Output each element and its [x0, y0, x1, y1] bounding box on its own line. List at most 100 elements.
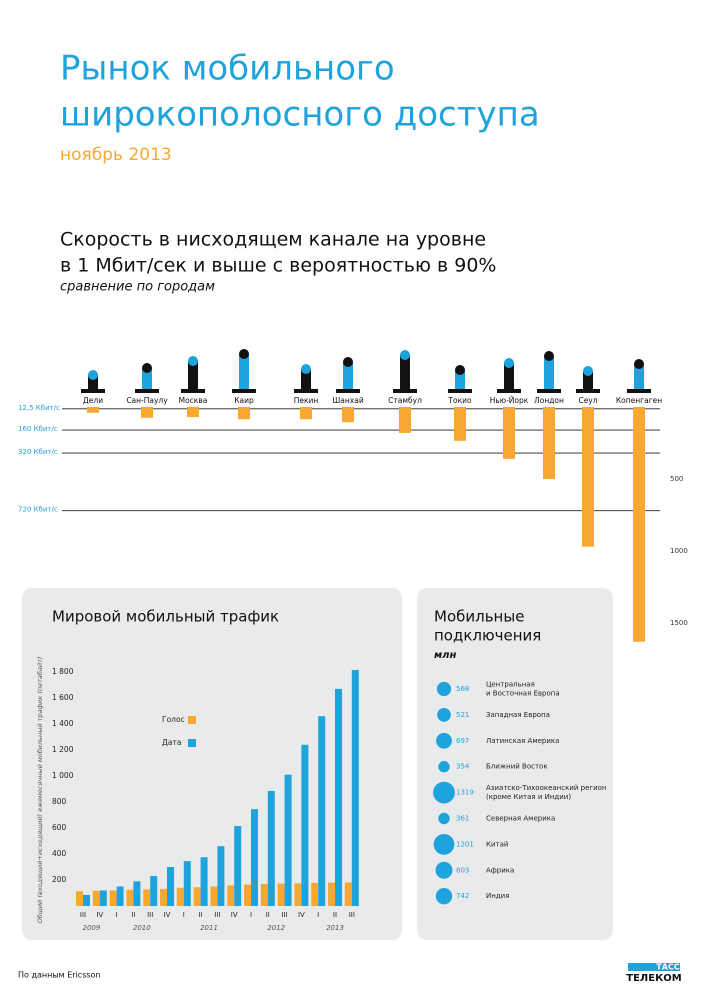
date: ноябрь 2013: [60, 145, 172, 165]
bubble: [435, 888, 453, 905]
year-label: 2009: [82, 924, 100, 932]
category-label: Нью-Йорк: [490, 396, 529, 405]
bar: [76, 891, 83, 906]
bar: [342, 407, 354, 423]
bar: [141, 407, 153, 418]
x-tick-label: II: [266, 911, 270, 919]
landmark-icon: [455, 365, 465, 375]
landmark-icon: [343, 362, 353, 389]
bubble: [437, 708, 451, 722]
landmark-icon: [181, 389, 205, 393]
value-label: 742: [456, 892, 469, 900]
bar: [454, 407, 466, 441]
x-tick-label: IV: [96, 911, 103, 919]
x-tick-label: IV: [231, 911, 238, 919]
landmark-icon: [455, 370, 465, 389]
landmark-icon: [142, 363, 152, 373]
category-label: Сан-Паулу: [126, 396, 168, 405]
category-label: Ближний Восток: [486, 763, 548, 771]
x-tick-label: I: [317, 911, 319, 919]
bar: [126, 889, 134, 906]
x-tick-label: IV: [164, 911, 171, 919]
year-label: 2012: [267, 924, 285, 932]
x-tick-label: III: [349, 911, 355, 919]
bar: [344, 882, 352, 906]
bubble: [433, 781, 455, 804]
legend-label: Дата: [162, 738, 181, 747]
landmark-icon: [583, 371, 593, 389]
bar: [267, 790, 275, 906]
category-label: Центральная: [486, 681, 535, 689]
category-label: Москва: [179, 396, 208, 405]
category-label: Токио: [447, 396, 472, 405]
bar: [167, 867, 174, 906]
y-tick-label: 1 200: [52, 745, 74, 754]
value-label: 521: [456, 711, 469, 719]
chart-title: Мобильные: [434, 608, 524, 626]
category-label: Копенгаген: [616, 396, 662, 405]
logo-band: [628, 963, 680, 971]
landmark-icon: [232, 389, 256, 393]
title: широкополосного доступа: [60, 95, 540, 135]
landmark-icon: [294, 389, 318, 393]
bar: [301, 744, 309, 906]
bar: [217, 846, 225, 906]
bar: [300, 407, 312, 420]
bar: [109, 890, 117, 906]
bar: [133, 881, 141, 906]
bar: [251, 809, 258, 906]
landmark-icon: [497, 389, 521, 393]
landmark-icon: [544, 356, 554, 389]
y-axis-label: Общий (входящий+исходящий) ежемесячный м…: [36, 657, 44, 924]
bar: [351, 670, 359, 906]
x-tick-label: III: [281, 911, 287, 919]
y-tick-label: 1 400: [52, 719, 74, 728]
landmark-icon: [400, 350, 410, 360]
landmark-icon: [583, 366, 593, 376]
category-label: Индия: [486, 892, 509, 900]
bar: [92, 890, 100, 906]
bubble: [433, 834, 455, 855]
landmark-icon: [576, 389, 600, 393]
category-label: Каир: [234, 396, 254, 405]
bar: [234, 826, 242, 906]
bar: [244, 884, 251, 906]
bubble: [438, 761, 450, 773]
title: Рынок мобильного: [60, 49, 395, 89]
x-tick-label: III: [147, 911, 153, 919]
landmark-icon: [336, 389, 360, 393]
bar: [582, 407, 594, 547]
value-label: 1201: [456, 840, 474, 848]
category-label: Латинская Америка: [486, 737, 559, 745]
y-tick-label: 500: [670, 475, 683, 483]
x-tick-label: II: [199, 911, 203, 919]
landmark-icon: [393, 389, 417, 393]
bar: [335, 688, 342, 906]
year-label: 2011: [200, 924, 218, 932]
bar: [284, 774, 292, 906]
bar: [99, 890, 107, 906]
logo: ТЕЛЕКОМ: [626, 973, 681, 984]
bar: [143, 889, 151, 906]
value-label: 354: [456, 763, 470, 771]
bar: [83, 894, 90, 906]
bar: [328, 882, 335, 906]
bar: [311, 882, 319, 906]
unit: млн: [434, 650, 456, 661]
category-label: Западная Европа: [486, 711, 550, 719]
bubble: [436, 681, 452, 697]
year-label: 2010: [133, 924, 151, 932]
bubble: [435, 861, 453, 879]
landmark-icon: [627, 389, 651, 393]
y-tick-label: 1 800: [52, 667, 74, 676]
bubble: [436, 732, 452, 749]
chart-subtitle: сравнение по городам: [60, 280, 215, 295]
y-tick-label: 800: [52, 797, 67, 806]
category-label: Азиатско-Тихоокеанский регион: [486, 784, 606, 792]
bar: [399, 407, 411, 433]
y-tick-label: 1 600: [52, 693, 74, 702]
x-tick-label: II: [333, 911, 337, 919]
category-label: Сеул: [578, 396, 597, 405]
bar: [150, 876, 158, 906]
